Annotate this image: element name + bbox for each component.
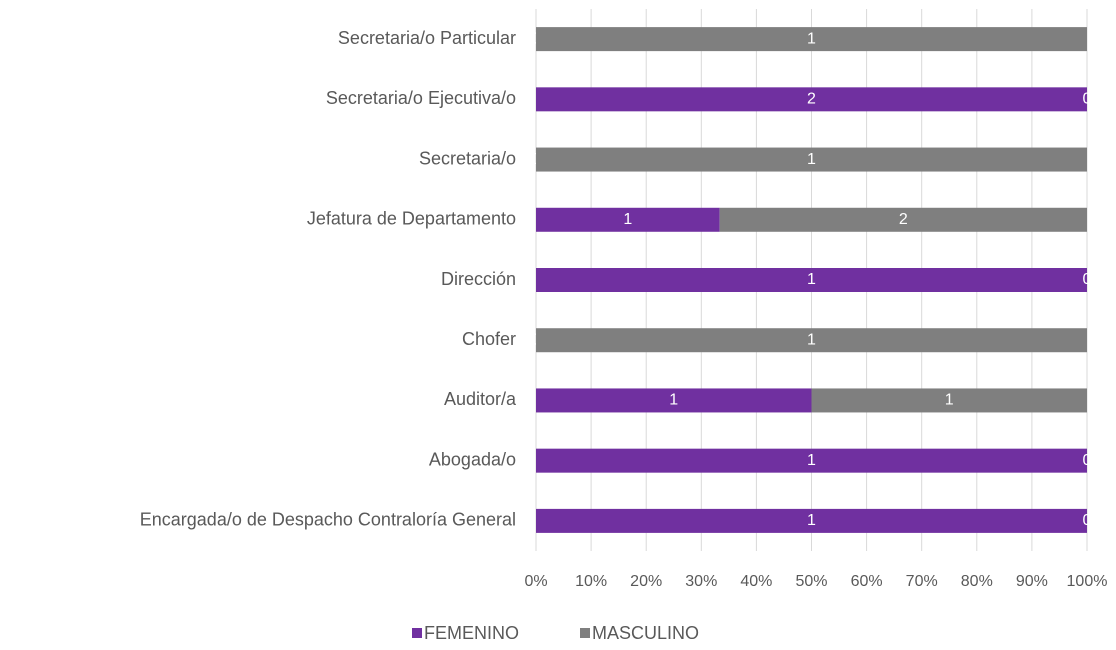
data-label: 0	[1083, 91, 1092, 108]
data-label: 1	[669, 392, 678, 409]
bar-segment	[536, 388, 812, 413]
data-label: 2	[807, 91, 816, 108]
category-label: Secretaria/o	[419, 148, 516, 168]
x-tick-label: 40%	[740, 573, 772, 590]
data-label: 0	[1083, 271, 1092, 288]
bar-segment	[536, 87, 1087, 112]
bar-segment	[536, 448, 1087, 473]
bar-segment	[536, 147, 1087, 172]
data-label: 0	[1083, 512, 1092, 529]
x-tick-label: 100%	[1067, 573, 1108, 590]
data-label: 1	[945, 392, 954, 409]
x-tick-label: 80%	[961, 573, 993, 590]
legend-label: MASCULINO	[592, 623, 699, 643]
category-label: Auditor/a	[444, 389, 517, 409]
data-label: 1	[807, 30, 816, 47]
legend-label: FEMENINO	[424, 623, 519, 643]
data-label: 1	[807, 151, 816, 168]
bar-segment	[536, 328, 1087, 353]
bar-segment	[536, 268, 1087, 292]
category-label: Jefatura de Departamento	[307, 209, 516, 229]
category-label: Abogada/o	[429, 449, 516, 469]
x-tick-label: 60%	[851, 573, 883, 590]
data-label: 0	[1083, 452, 1092, 469]
category-label: Chofer	[462, 329, 516, 349]
x-tick-label: 70%	[906, 573, 938, 590]
bar-segment	[536, 27, 1087, 52]
data-label: 1	[623, 211, 632, 228]
category-label: Secretaria/o Particular	[338, 28, 516, 48]
legend-swatch	[580, 628, 590, 638]
x-tick-label: 0%	[524, 573, 547, 590]
x-tick-label: 30%	[685, 573, 717, 590]
category-label: Secretaria/o Ejecutiva/o	[326, 88, 516, 108]
x-tick-label: 20%	[630, 573, 662, 590]
bar-segment	[811, 388, 1087, 413]
data-label: 1	[807, 331, 816, 348]
bar-segment	[536, 508, 1087, 533]
data-label: 2	[899, 211, 908, 228]
category-label: Dirección	[441, 269, 516, 289]
data-label: 1	[807, 271, 816, 288]
bar-segment	[719, 207, 1087, 232]
x-tick-label: 50%	[795, 573, 827, 590]
x-tick-label: 10%	[575, 573, 607, 590]
data-label: 1	[807, 512, 816, 529]
x-tick-label: 90%	[1016, 573, 1048, 590]
legend-swatch	[412, 628, 422, 638]
bar-segment	[536, 207, 720, 232]
category-label: Encargada/o de Despacho Contraloría Gene…	[140, 510, 516, 530]
data-label: 1	[807, 452, 816, 469]
